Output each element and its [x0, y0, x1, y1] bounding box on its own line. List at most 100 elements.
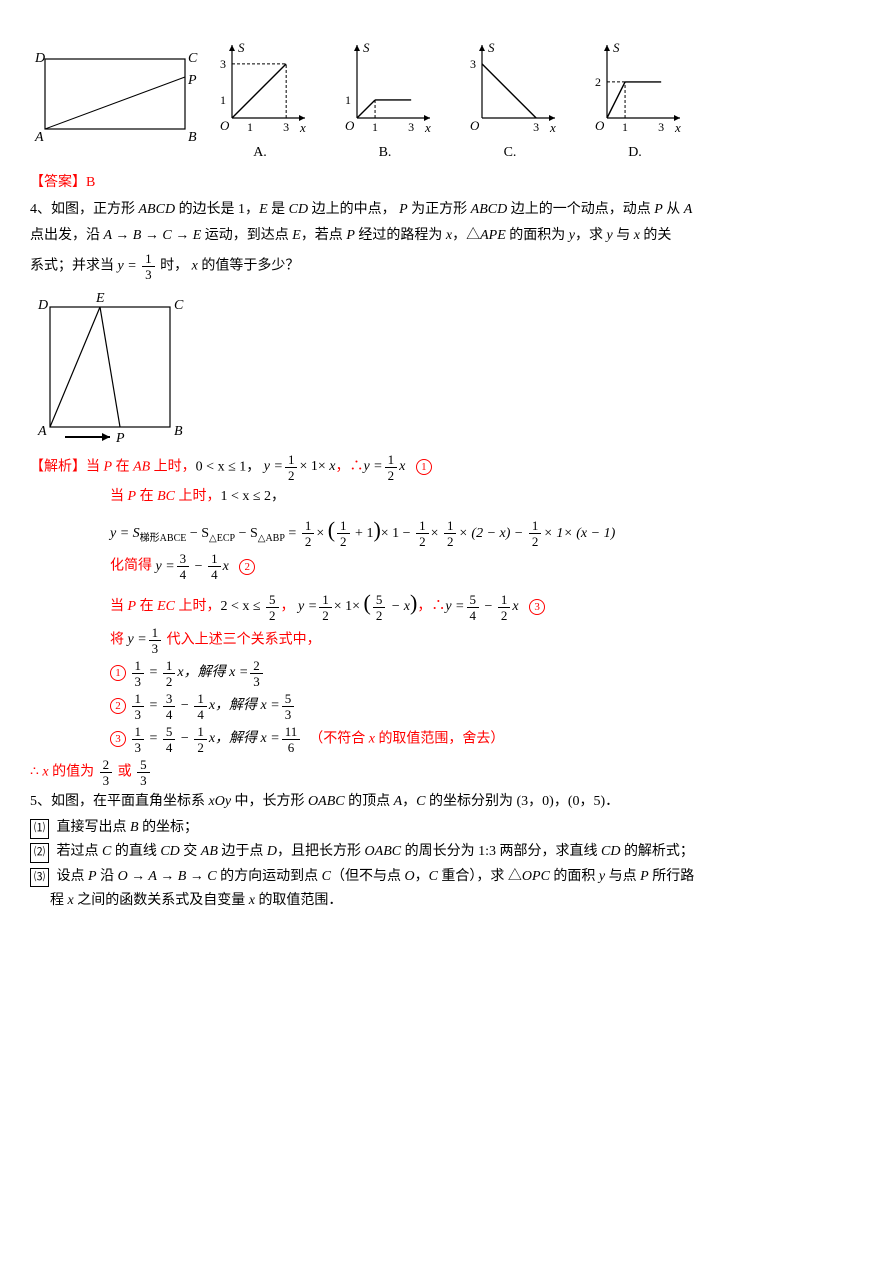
d: 3	[250, 674, 263, 688]
t: ∴	[30, 764, 42, 779]
frac: 13	[142, 252, 155, 281]
d: 4	[163, 707, 176, 721]
d: 2	[163, 674, 176, 688]
svg-text:B: B	[174, 424, 183, 439]
q5-list: ⑴ 直接写出点 B 的坐标； ⑵ 若过点 C 的直线 CD 交 AB 边于点 D…	[30, 817, 862, 913]
solution-r1: 1 13 = 12x，解得 x =23	[30, 659, 862, 688]
t: 2 < x ≤	[220, 599, 264, 614]
t: 之间的函数关系式及自变量	[74, 893, 249, 908]
t: 的直线	[111, 844, 160, 859]
t: 的取值范围．	[255, 893, 343, 908]
svg-text:E: E	[95, 291, 105, 306]
n: ⑵	[30, 843, 49, 863]
svg-text:S: S	[613, 40, 620, 55]
rectangle-diagram: D C P A B	[30, 44, 200, 164]
q5-p3: ⑶ 设点 P 沿 O → A → B → C 的方向运动到点 C（但不与点 O，…	[30, 866, 862, 888]
svg-text:1: 1	[372, 120, 378, 134]
t: y =	[264, 459, 283, 474]
t: 的坐标；	[139, 820, 199, 835]
chart-label: C.	[504, 142, 517, 164]
t: (	[364, 590, 371, 615]
n: 1	[132, 725, 145, 740]
t: 边上的中点，	[308, 202, 399, 217]
svg-text:1: 1	[622, 120, 628, 134]
t: =	[146, 731, 161, 746]
n: 5	[163, 725, 176, 740]
d: 3	[282, 707, 295, 721]
t: y =	[156, 559, 175, 574]
n: 1	[385, 453, 398, 468]
t: 的边长是 1，	[175, 202, 259, 217]
n: 1	[194, 692, 207, 707]
t: BC	[157, 489, 175, 504]
q4-stem-line1: 4、如图，正方形 ABCD 的边长是 1，E 是 CD 边上的中点， P 为正方…	[30, 199, 862, 221]
solution-r3: 3 13 = 54 − 12x，解得 x =116 （不符合 x 的取值范围，舍…	[30, 725, 862, 754]
t: 当	[86, 459, 104, 474]
t: y =	[128, 632, 147, 647]
d: 3	[132, 674, 145, 688]
square-diagram: D E C A B P	[30, 287, 862, 447]
d: 6	[285, 740, 298, 754]
t: x	[223, 559, 229, 574]
d: 4	[177, 567, 190, 581]
solution-final: ∴ x 的值为 23 或 53	[30, 758, 862, 787]
solution-line-2c: 化简得 y =34 − 14x 2	[30, 552, 862, 581]
d: 4	[163, 740, 176, 754]
circle-1: 1	[416, 459, 432, 475]
t: O	[404, 869, 414, 884]
sub: △ECP	[209, 533, 235, 544]
q5-p2: ⑵ 若过点 C 的直线 CD 交 AB 边于点 D，且把长方形 OABC 的周长…	[30, 841, 862, 863]
t: × 1×	[299, 459, 329, 474]
c: 3	[110, 731, 126, 747]
t: 直接写出点	[53, 820, 130, 835]
t: ，求	[575, 228, 607, 243]
svg-text:3: 3	[408, 120, 414, 134]
svg-text:O: O	[345, 118, 355, 133]
d: 2	[194, 740, 207, 754]
circle-2: 2	[239, 559, 255, 575]
svg-text:x: x	[674, 120, 681, 135]
t: y = S	[110, 526, 140, 541]
n: 1	[498, 593, 511, 608]
range: 0 < x ≤ 1，	[196, 459, 261, 474]
svg-text:1: 1	[247, 120, 253, 134]
svg-text:3: 3	[220, 57, 226, 71]
t: D	[267, 844, 277, 859]
n: 1	[416, 519, 429, 534]
svg-text:3: 3	[470, 57, 476, 71]
t: ABCD	[139, 202, 176, 217]
t: 沿	[97, 869, 118, 884]
t: 中，长方形	[231, 794, 308, 809]
chart-label: B.	[379, 142, 392, 164]
d: 2	[416, 534, 429, 548]
t: × (2 − x) −	[458, 526, 526, 541]
t: y =	[445, 599, 464, 614]
t: 交	[180, 844, 201, 859]
d: 3	[142, 267, 155, 281]
t: P	[399, 202, 408, 217]
q4-stem-line2: 点出发，沿 A → B → C → E 运动，到达点 E，若点 P 经过的路程为…	[30, 225, 862, 247]
chart-label: A.	[253, 142, 267, 164]
svg-text:3: 3	[283, 120, 289, 134]
t: 所行路	[649, 869, 695, 884]
t: CD	[160, 844, 179, 859]
t: （不符合	[309, 731, 369, 746]
figure-row-top: D C P A B SxO1313A.SxO113B.SxO33C.SxO213…	[30, 40, 862, 164]
t: y =	[298, 599, 317, 614]
n: 5	[373, 593, 386, 608]
t: × 1×	[334, 599, 364, 614]
d: 4	[208, 567, 221, 581]
t: P	[346, 228, 355, 243]
t: 边于点	[218, 844, 267, 859]
t: 上时，	[175, 489, 221, 504]
svg-text:3: 3	[533, 120, 539, 134]
t: × 1 −	[381, 526, 414, 541]
d: 2	[498, 608, 511, 622]
t: AB	[201, 844, 218, 859]
t: − x	[387, 599, 410, 614]
t: x，解得 x =	[209, 698, 280, 713]
svg-text:O: O	[470, 118, 480, 133]
chart: SxO113B.	[335, 40, 435, 164]
d: 3	[100, 773, 113, 787]
t: + 1	[352, 526, 374, 541]
